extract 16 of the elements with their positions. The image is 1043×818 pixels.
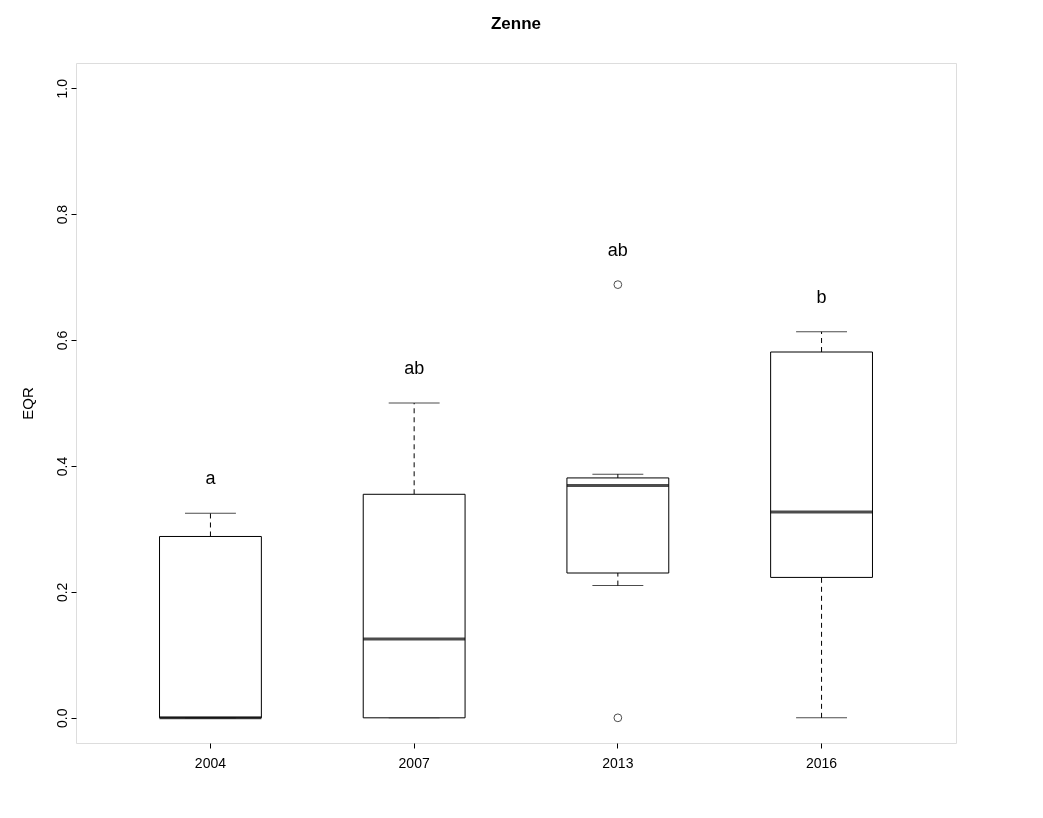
annotation: a bbox=[205, 468, 217, 489]
x-tick-label: 2007 bbox=[398, 754, 430, 771]
y-tick-label: 1.0 bbox=[53, 78, 70, 99]
x-tick-label: 2013 bbox=[602, 754, 634, 771]
x-tick-label: 2016 bbox=[805, 754, 838, 771]
annotation: ab bbox=[404, 358, 425, 378]
annotation: b bbox=[816, 286, 827, 307]
y-tick-label: 0.8 bbox=[53, 204, 70, 225]
x-tick-label: 2004 bbox=[194, 754, 227, 771]
y-axis-title: EQR bbox=[18, 387, 36, 420]
y-tick-label: 0.6 bbox=[53, 330, 70, 351]
chart-title: Zenne bbox=[490, 14, 542, 33]
y-tick-label: 0.4 bbox=[53, 456, 70, 477]
y-tick-label: 0.2 bbox=[53, 582, 70, 603]
annotation: ab bbox=[607, 239, 628, 260]
y-tick-label: 0.0 bbox=[53, 708, 70, 729]
